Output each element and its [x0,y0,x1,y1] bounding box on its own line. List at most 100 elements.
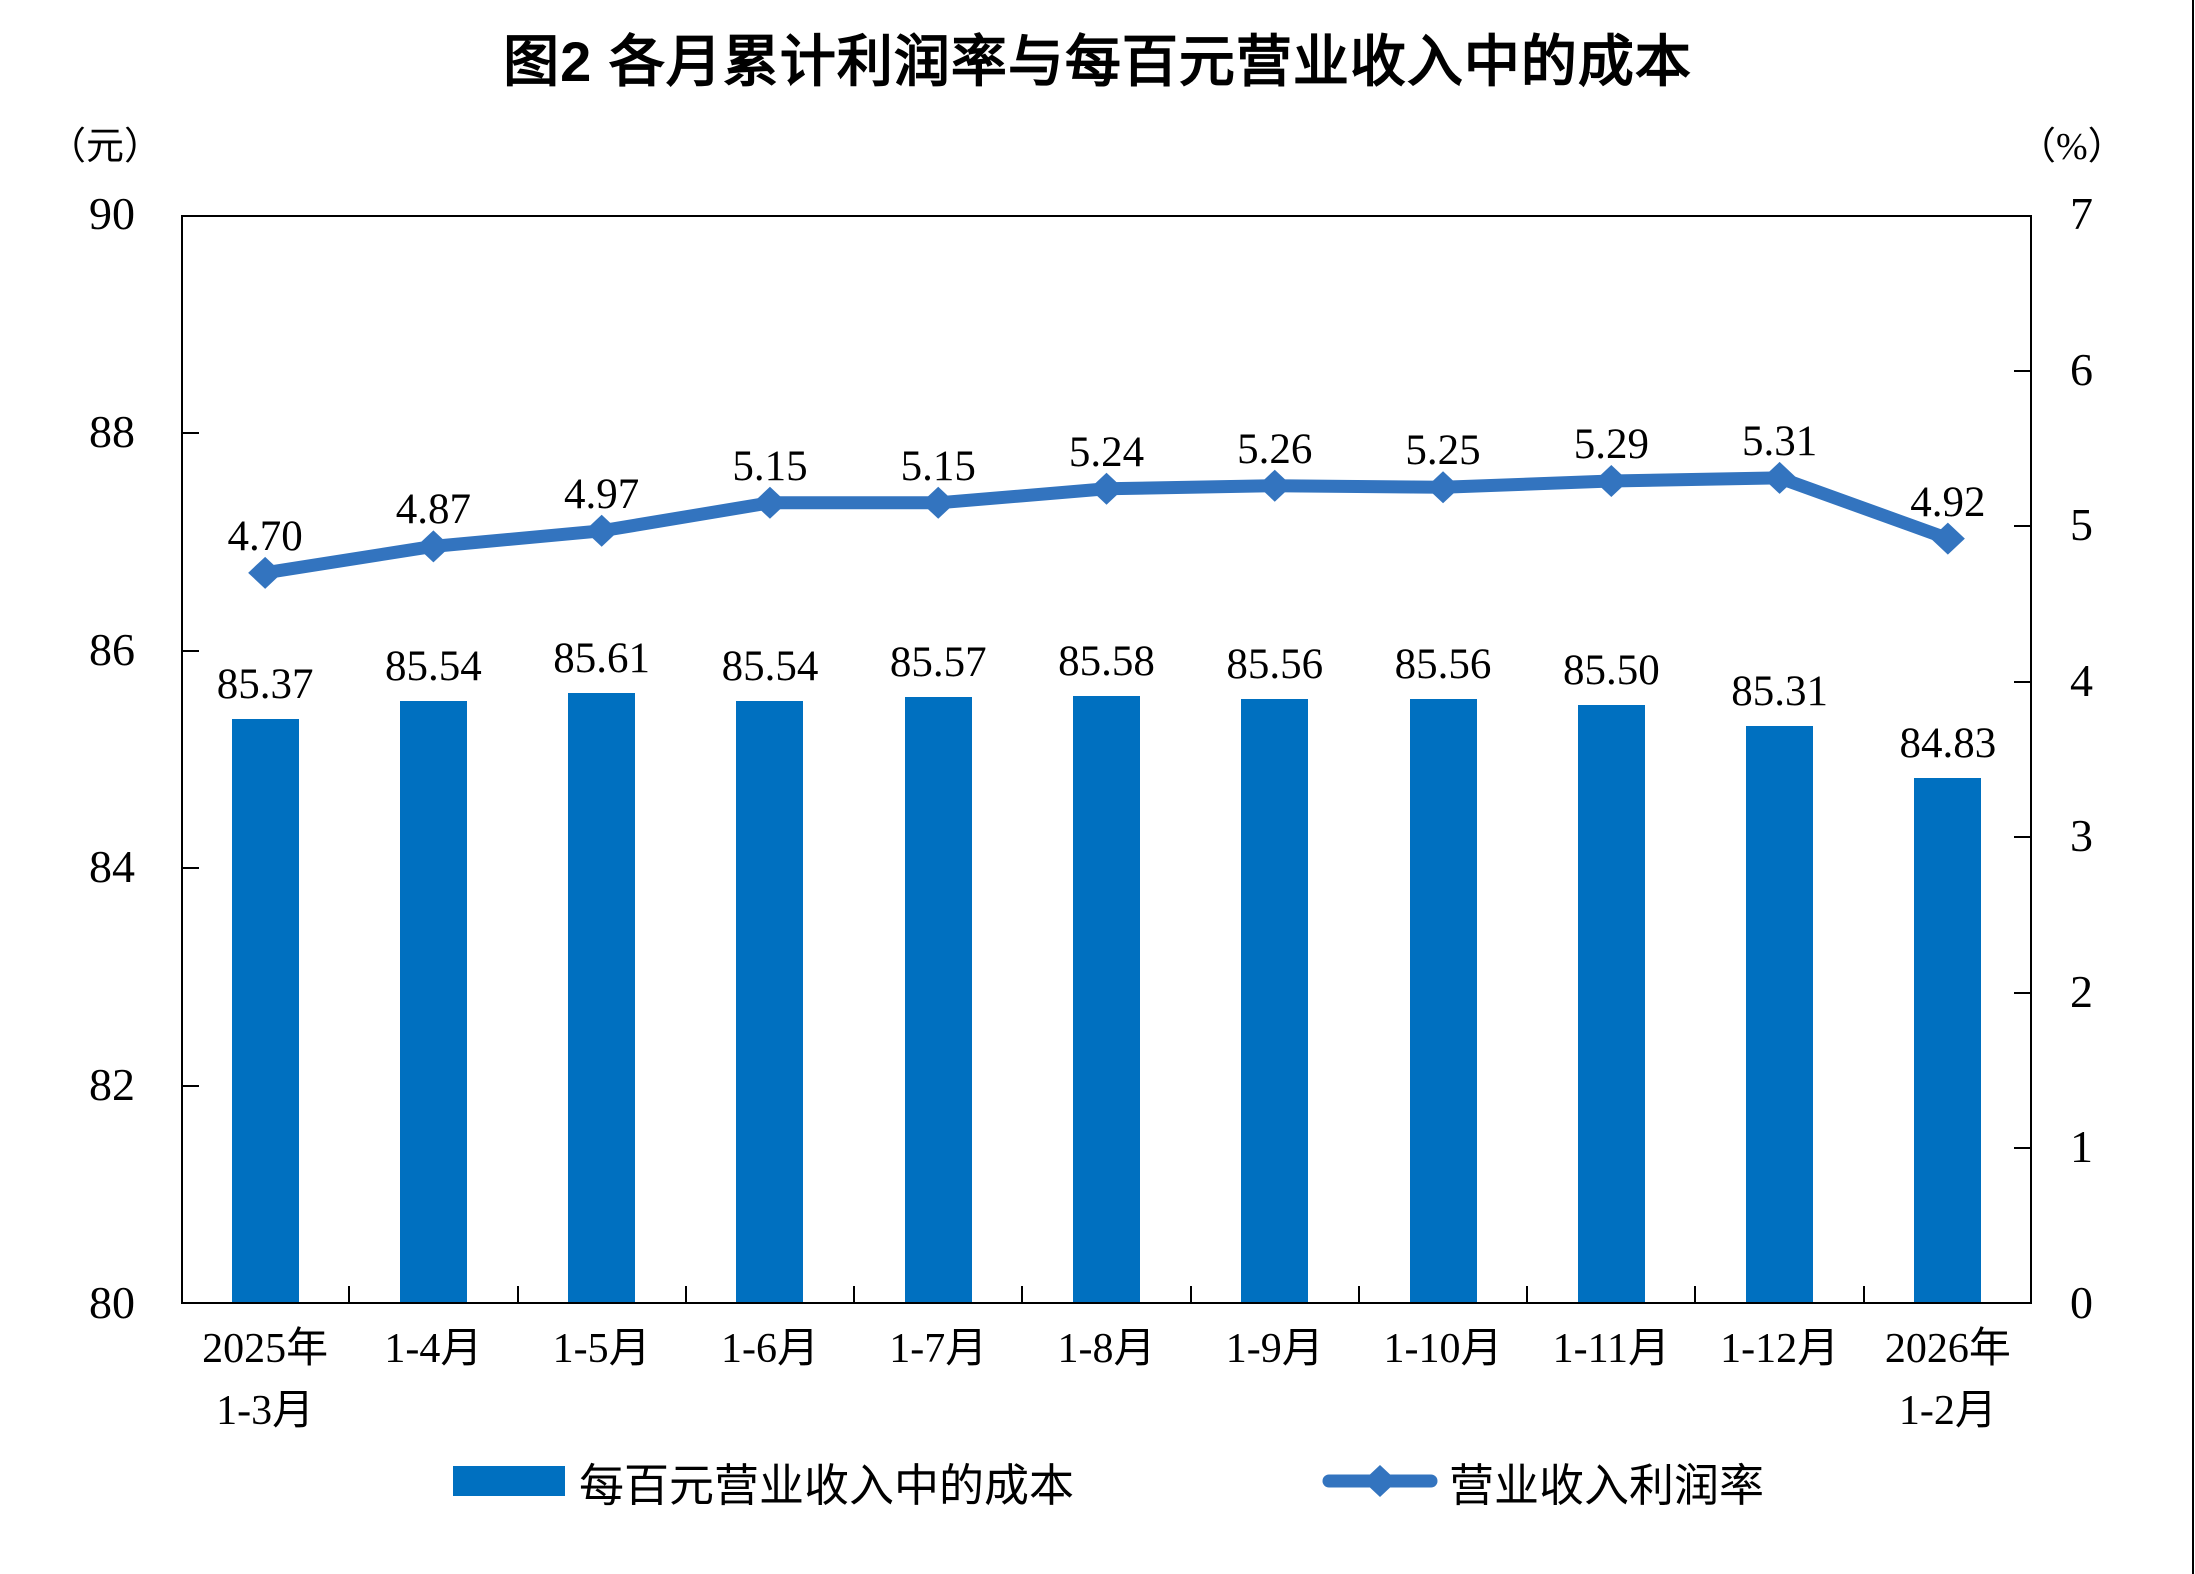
cost-bar-value-label: 84.83 [1899,720,1997,767]
right-axis-tick-mark [2014,836,2030,839]
left-axis-tick-label: 86 [89,623,135,675]
x-axis-tick-mark [1526,1286,1529,1302]
x-axis-label: 1-10月 [1383,1326,1503,1372]
cost-bar-value-label: 85.58 [1058,638,1155,686]
profit-margin-value-label: 5.24 [1068,428,1145,476]
cost-bar-value-label: 85.54 [385,642,482,690]
right-edge-border [2192,0,2194,1574]
diamond-marker-icon [416,530,451,563]
diamond-marker-icon [1762,461,1797,494]
right-axis-tick-label: 7 [2070,188,2093,239]
right-axis-tick-mark [2014,525,2030,528]
right-axis-tick-mark [2014,680,2030,683]
diamond-marker-icon [752,486,787,519]
x-axis-label: 2025年 [202,1326,329,1372]
cost-bar [231,719,299,1302]
left-axis-unit-label: （元） [48,126,163,168]
right-axis-tick-label: 5 [2070,499,2093,551]
profit-margin-value-label: 5.15 [900,442,976,490]
cost-bar-value-label: 85.54 [721,642,819,690]
right-axis-tick-label: 2 [2070,965,2093,1017]
diamond-marker-icon [1257,469,1292,502]
diamond-marker-icon [1594,465,1629,498]
diamond-marker-icon [584,514,619,547]
right-axis-unit-label: （%） [2018,126,2126,168]
legend-item-cost: 每百元营业收入中的成本 [453,1452,1074,1511]
x-axis-label: 1-9月 [1225,1326,1324,1372]
right-axis-tick-mark [2014,991,2030,994]
diamond-marker-icon [921,486,956,519]
cost-bar-value-label: 85.56 [1394,640,1492,688]
cost-bar [1241,698,1309,1302]
left-axis-tick-label: 88 [89,405,135,457]
cost-bar-value-label: 85.56 [1226,640,1324,688]
right-axis-tick-label: 4 [2070,654,2093,706]
cost-bar-value-label: 85.31 [1731,667,1828,715]
cost-bar [1073,696,1140,1302]
left-axis-tick-mark [183,649,199,652]
x-axis-label: 1-3月 [216,1388,315,1434]
cost-bar-value-label: 85.57 [889,639,987,687]
x-axis-label: 1-7月 [889,1326,988,1372]
x-axis-label: 1-2月 [1898,1388,1997,1434]
x-axis-tick-mark [684,1286,687,1302]
right-axis-tick-label: 1 [2070,1121,2093,1173]
profit-margin-value-label: 5.31 [1741,417,1818,465]
cost-bar [1409,698,1477,1302]
left-axis-tick-mark [183,1085,199,1088]
x-axis-label: 1-4月 [384,1326,483,1372]
profit-margin-value-label: 4.70 [227,512,303,560]
x-axis-tick-mark [1189,1286,1192,1302]
x-axis-label: 1-6月 [720,1326,819,1372]
cost-bar [1577,705,1645,1302]
x-axis-tick-mark [1862,1286,1865,1302]
cost-bar [1746,725,1814,1302]
profit-margin-value-label: 5.25 [1405,427,1481,475]
plot-area [181,215,2032,1304]
cost-bar [399,700,467,1302]
x-axis-label: 2026年 [1884,1326,2011,1372]
profit-margin-value-label: 4.92 [1910,478,1986,526]
legend-label-cost: 每百元营业收入中的成本 [579,1460,1075,1511]
cost-bar-value-label: 85.61 [553,635,651,683]
cost-bar-value-label: 85.50 [1562,647,1660,695]
left-axis-tick-label: 82 [89,1059,135,1111]
cost-bar [736,700,804,1302]
legend-label-margin: 营业收入利润率 [1449,1460,1765,1511]
chart-title: 图2 各月累计利润率与每百元营业收入中的成本 [503,30,1692,93]
legend-item-margin: 营业收入利润率 [1322,1452,1764,1511]
profit-margin-value-label: 5.29 [1573,421,1649,469]
right-axis-tick-label: 6 [2070,343,2093,395]
x-axis-tick-mark [1021,1286,1024,1302]
line-diamond-swatch-icon [1322,1465,1438,1497]
x-axis-label: 1-11月 [1552,1326,1671,1372]
profit-margin-line [248,461,1965,589]
cost-bar [1914,778,1982,1302]
x-axis-tick-mark [516,1286,519,1302]
x-axis-tick-mark [1694,1286,1697,1302]
right-axis-tick-mark [2014,1147,2030,1150]
cost-bar [568,693,636,1302]
right-axis-tick-mark [2014,369,2030,372]
profit-margin-value-label: 4.87 [395,486,472,534]
diamond-marker-icon [1930,522,1965,555]
x-axis-label: 1-5月 [552,1326,651,1372]
profit-margin-value-label: 5.15 [732,442,808,490]
left-axis-tick-label: 90 [89,188,135,239]
diamond-marker-icon [1426,471,1461,504]
x-axis-tick-mark [853,1286,856,1302]
x-axis-label: 1-12月 [1720,1326,1840,1372]
cost-bar [904,697,972,1302]
diamond-marker-icon [248,556,283,589]
left-axis-tick-label: 84 [89,841,135,893]
right-axis-tick-label: 3 [2070,810,2093,862]
left-axis-tick-label: 80 [89,1277,135,1328]
diamond-marker-icon [1089,472,1124,505]
profit-margin-value-label: 5.26 [1237,425,1313,473]
x-axis-tick-mark [348,1286,351,1302]
left-axis-tick-mark [183,431,199,434]
x-axis-label: 1-8月 [1057,1326,1156,1372]
left-axis-tick-mark [183,867,199,870]
profit-margin-value-label: 4.97 [564,470,640,518]
